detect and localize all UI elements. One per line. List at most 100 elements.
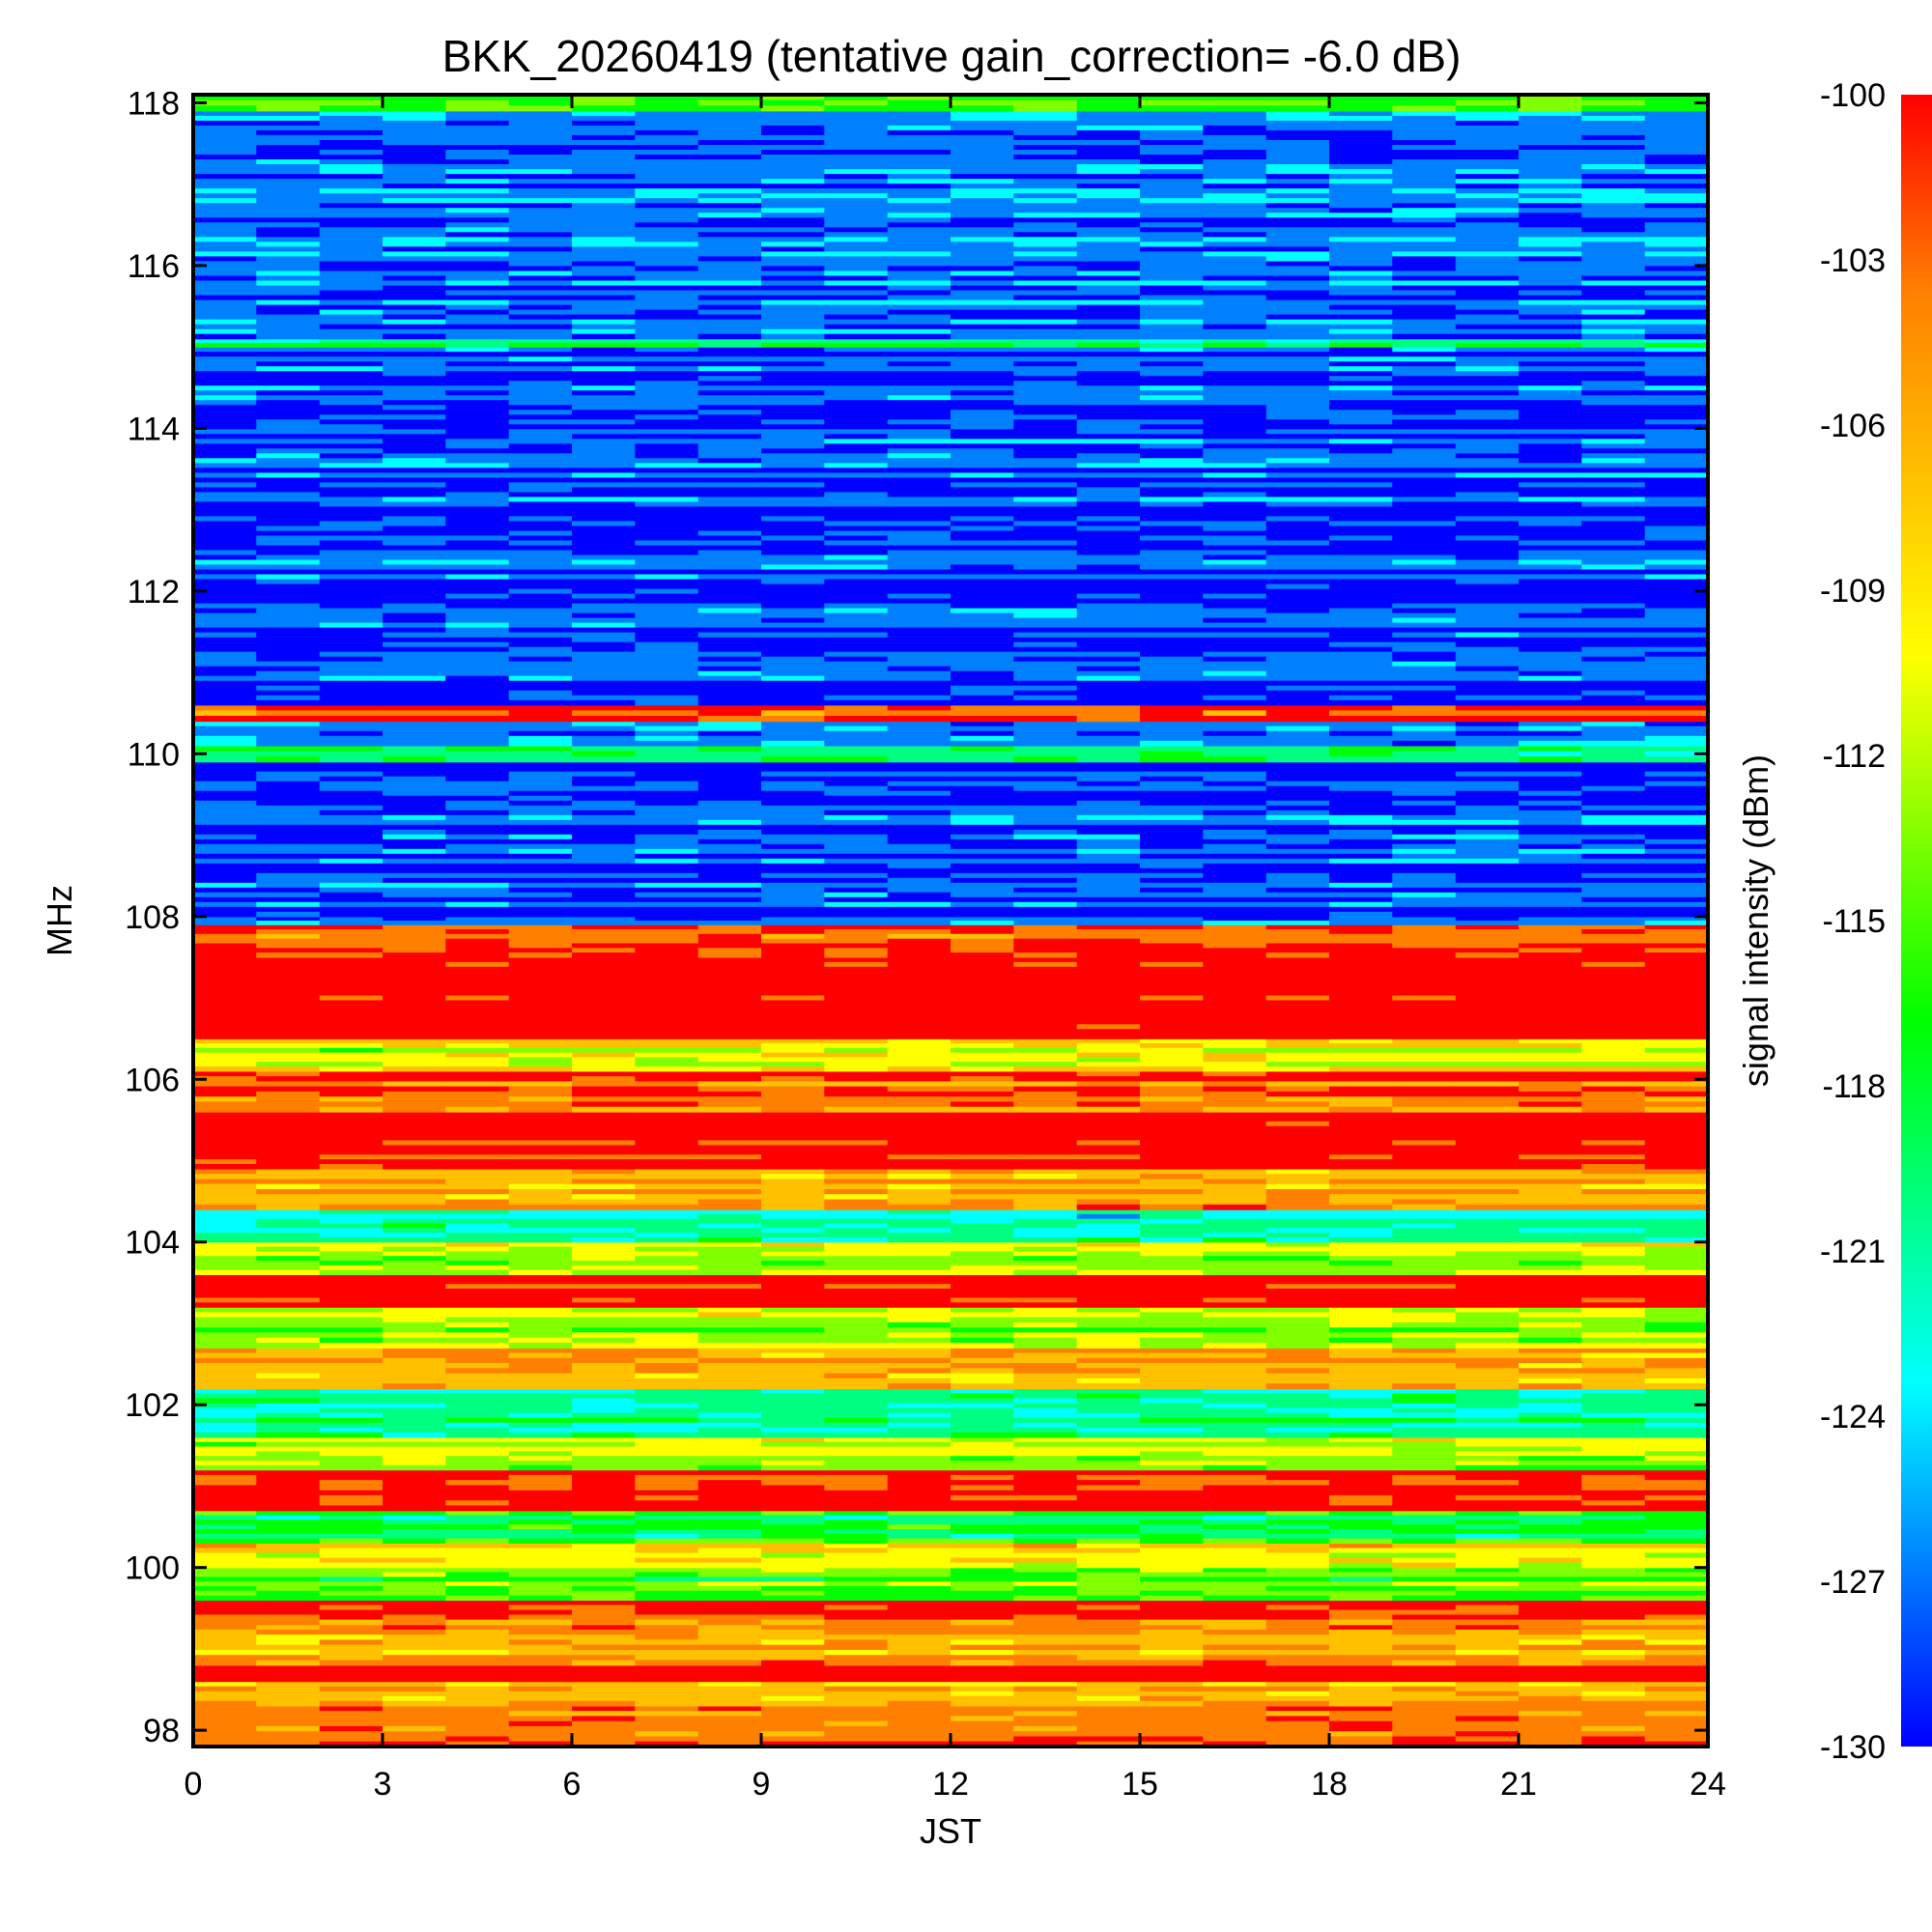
heatmap-cell [824,1412,889,1419]
heatmap-cell [1644,1101,1709,1108]
heatmap-cell [635,805,699,811]
heatmap-cell [635,1228,699,1234]
heatmap-cell [635,1427,699,1434]
heatmap-cell [951,1644,1014,1651]
heatmap-cell [1203,1456,1267,1462]
heatmap-cell [193,1337,257,1344]
heatmap-cell [1076,1644,1141,1651]
heatmap-cell [824,1695,889,1702]
heatmap-cell [951,834,1014,840]
heatmap-cell [951,1639,1014,1646]
heatmap-cell [887,1150,952,1155]
heatmap-cell [1581,1474,1646,1481]
heatmap-cell [887,1076,952,1082]
heatmap-cell [1519,1081,1582,1088]
heatmap-cell [887,1096,952,1103]
heatmap-cell [1265,892,1330,898]
heatmap-cell [1013,1585,1078,1592]
heatmap-cell [319,1159,384,1165]
heatmap-cell [1519,1091,1582,1097]
heatmap-cell [1581,1209,1646,1215]
heatmap-cell [445,1363,510,1369]
heatmap-cell [761,1681,825,1688]
heatmap-cell [1392,1624,1457,1631]
heatmap-cell [256,1327,321,1334]
heatmap-cell [383,1019,446,1025]
heatmap-cell [1013,1690,1078,1697]
heatmap-cell [319,745,384,753]
heatmap-cell [1392,943,1457,949]
heatmap-cell [1644,1043,1709,1049]
heatmap-cell [761,1009,825,1015]
heatmap-cell [1644,1005,1709,1011]
heatmap-cell [1265,1670,1330,1677]
heatmap-cell [193,1302,257,1308]
heatmap-cell [1140,1233,1204,1238]
heatmap-cell [319,1081,384,1088]
heatmap-cell [256,995,321,1002]
heatmap-cell [383,948,446,953]
heatmap-cell [761,1135,825,1141]
heatmap-cell [1519,1562,1582,1569]
heatmap-cell [1455,1446,1520,1452]
heatmap-cell [1140,1490,1204,1496]
heatmap-cell [1140,1533,1204,1540]
heatmap-cell [761,929,825,935]
heatmap-cell [1140,1664,1204,1671]
heatmap-cell [445,1686,510,1692]
heatmap-cell [1644,896,1709,903]
heatmap-cell [1644,1251,1709,1257]
heatmap-cell [1392,795,1457,802]
heatmap-cell [1581,1538,1646,1544]
heatmap-cell [1392,1681,1457,1688]
heatmap-cell [887,995,952,1002]
heatmap-cell [1329,725,1393,732]
heatmap-cell [1203,1624,1267,1631]
heatmap-cell [951,1183,1014,1190]
heatmap-cell [256,1261,321,1266]
heatmap-cell [572,948,636,953]
heatmap-cell [256,938,321,945]
heatmap-cell [319,776,384,782]
heatmap-cell [508,924,573,930]
heatmap-cell [635,1538,699,1544]
heatmap-cell [319,1236,384,1243]
heatmap-cell [635,1179,699,1185]
heatmap-cell [635,819,699,826]
heatmap-cell [1455,1246,1520,1252]
heatmap-cell [697,872,762,879]
heatmap-cell [761,1019,825,1025]
heatmap-cell [1140,1261,1204,1266]
heatmap-cell [1140,848,1204,855]
heatmap-cell [383,1140,446,1146]
heatmap-cell [319,1538,384,1544]
heatmap-cell [761,1524,825,1530]
heatmap-cell [697,1352,762,1359]
heatmap-cell [1581,1261,1646,1266]
heatmap-cell [1581,1393,1646,1400]
heatmap-cell [951,751,1014,757]
heatmap-cell [1140,1741,1204,1747]
heatmap-cell [887,961,952,968]
heatmap-cell [1392,1057,1457,1063]
heatmap-cell [1581,1510,1646,1517]
heatmap-cell [1392,1179,1457,1185]
heatmap-cell [445,756,510,763]
heatmap-cell [761,1614,825,1621]
heatmap-cell [1329,882,1393,889]
heatmap-cell [887,1174,952,1180]
heatmap-cell [887,872,952,879]
heatmap-cell [1329,901,1393,908]
heatmap-cell [1013,1609,1078,1616]
heatmap-cell [761,1038,825,1044]
heatmap-cell [383,1125,446,1132]
heatmap-cell [951,1288,1014,1294]
heatmap-cell [951,858,1014,865]
heatmap-cell [508,1614,573,1621]
heatmap-cell [445,838,510,845]
heatmap-cell [824,1469,889,1476]
heatmap-cell [635,1393,699,1400]
heatmap-cell [572,1005,636,1011]
heatmap-cell [193,1228,257,1234]
heatmap-cell [508,1515,573,1520]
